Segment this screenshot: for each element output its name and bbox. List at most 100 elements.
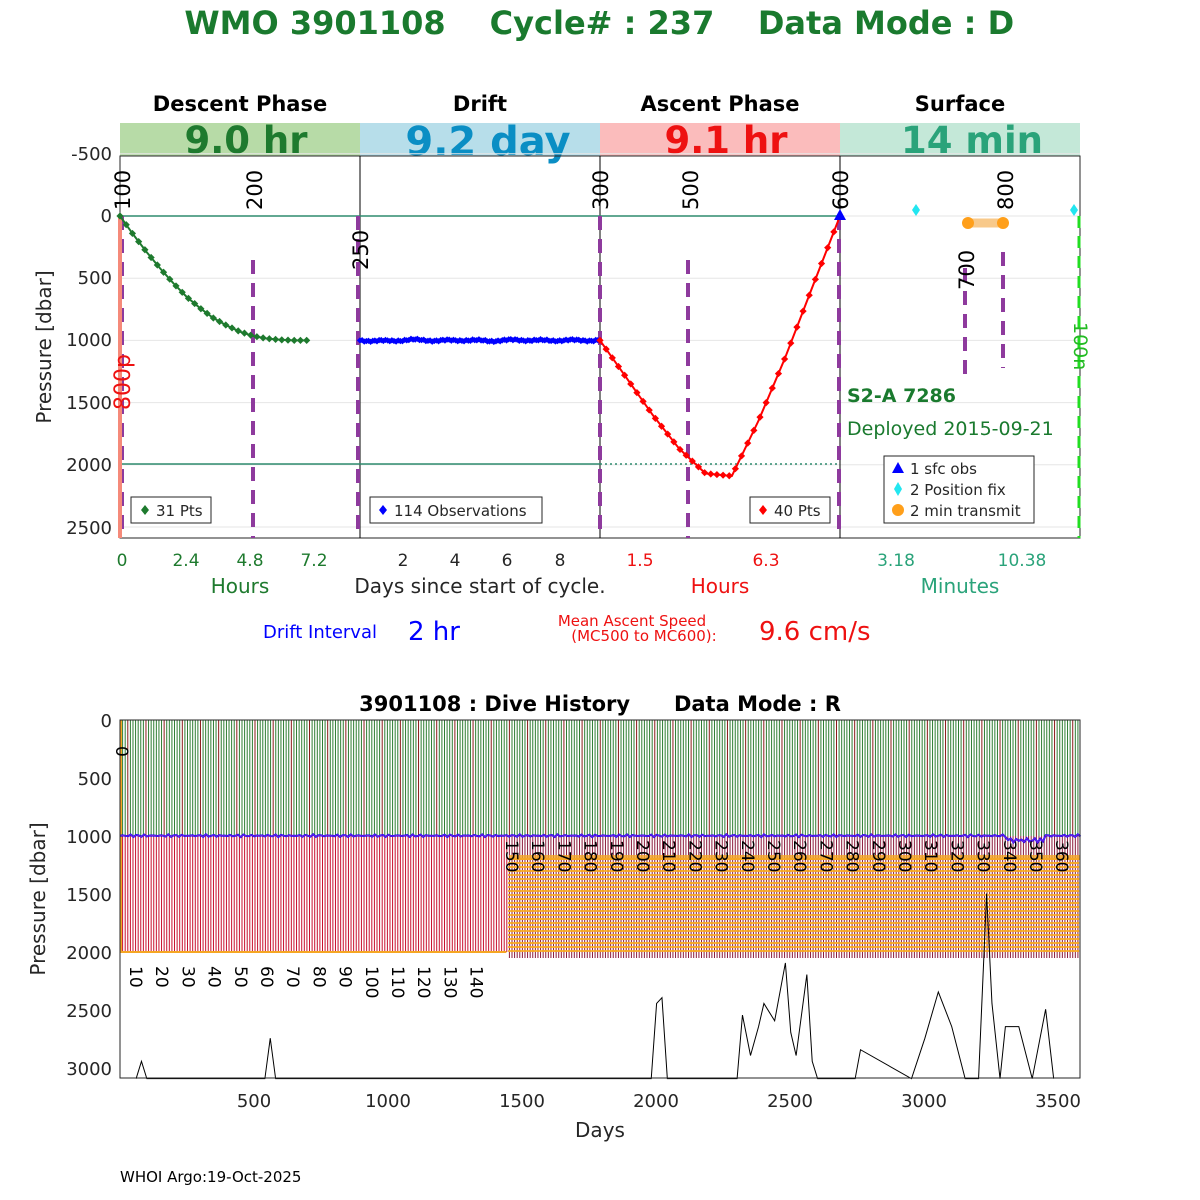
footer-credit: WHOI Argo:19-Oct-2025	[120, 1168, 301, 1186]
data-point	[694, 463, 703, 471]
data-point	[596, 336, 604, 344]
cycle-label: 210	[658, 840, 678, 872]
data-point	[184, 294, 193, 302]
xtick-ascent: 6.3	[752, 551, 779, 571]
ytick-label: 2000	[66, 455, 112, 476]
phase-ascent-name: Ascent Phase	[641, 92, 800, 116]
cycle-label: 310	[920, 840, 940, 872]
cycle-label: 90	[335, 966, 355, 988]
phase-ascent-duration: 9.1 hr	[664, 119, 788, 162]
legend-descent-marker	[141, 505, 149, 515]
data-point	[575, 336, 582, 343]
data-point	[701, 469, 709, 477]
history-title: 3901108 : Dive History Data Mode : R	[359, 692, 841, 716]
data-point	[265, 335, 273, 343]
phase-drift-box	[360, 123, 600, 156]
phase-descent-name: Descent Phase	[153, 92, 327, 116]
legend-position-fix-marker	[894, 482, 902, 496]
legend-transmit-text: 2 min transmit	[910, 502, 1021, 520]
data-point	[247, 331, 255, 339]
history-first-label: 0	[111, 746, 131, 757]
float-deployed: Deployed 2015-09-21	[847, 418, 1054, 440]
ytick-label: 1500	[66, 393, 112, 414]
history-ylabel: Pressure [dbar]	[26, 822, 50, 975]
xlabel-ascent: Hours	[691, 574, 750, 598]
cycle-label: 30	[177, 966, 197, 988]
phase-descent-box	[120, 123, 360, 156]
mc-label-800: 800	[994, 170, 1018, 210]
surface-markers	[834, 204, 1078, 229]
data-point	[590, 338, 597, 345]
cycle-label: 120	[413, 966, 433, 998]
cycle-label: 350	[1025, 840, 1045, 872]
data-point	[271, 335, 280, 343]
phase-surface-name: Surface	[915, 92, 1005, 116]
top-xticks: 0 2.4 4.8 7.2 2 4 6 8 1.5 6.3 3.18 10.38	[117, 551, 1047, 571]
data-point	[756, 413, 764, 421]
cycle-labels: 10 20 30 40 50 60 70 80 90 100 110 120 130 140 150 160 1…	[125, 840, 1071, 998]
mc-label-100: 100	[111, 170, 135, 210]
xlabel-drift: Days since start of cycle.	[354, 574, 605, 598]
hist-xtick-label: 3500	[1035, 1091, 1081, 1112]
data-point	[682, 451, 690, 459]
legend-surface: 1 sfc obs 2 Position fix 2 min transmit	[883, 455, 1035, 524]
orange-band	[509, 855, 1081, 860]
phase-drift-name: Drift	[453, 92, 507, 116]
xtick-descent: 4.8	[236, 551, 263, 571]
cycle-label: 140	[466, 966, 486, 998]
ytick-label: 1000	[66, 330, 112, 351]
cycle-label: 230	[711, 840, 731, 872]
ytick-label: -500	[71, 144, 112, 165]
xtick-descent: 0	[117, 551, 128, 571]
legend-descent: 31 Pts	[130, 496, 212, 524]
data-point	[191, 299, 199, 308]
data-point	[178, 288, 186, 296]
phase-ascent-box	[600, 123, 840, 156]
top-series	[116, 212, 844, 480]
park-label: 800p	[111, 354, 136, 410]
data-point	[128, 229, 137, 238]
data-point	[209, 314, 217, 322]
hist-ytick-label: 500	[78, 769, 112, 790]
hist-xtick-label: 1500	[499, 1091, 545, 1112]
data-point	[240, 329, 249, 337]
phase-surface-box	[840, 123, 1080, 156]
data-point	[737, 452, 746, 460]
data-point	[657, 422, 666, 430]
cycle-label: 250	[763, 840, 783, 872]
legend-descent-text: 31 Pts	[156, 502, 203, 520]
legend-drift-text: 114 Observations	[394, 502, 527, 520]
legend-position-fix-text: 2 Position fix	[910, 481, 1006, 499]
history-panel: 3901108 : Dive History Data Mode : R 0 5…	[26, 692, 1082, 1142]
xtick-surface: 10.38	[998, 551, 1047, 571]
xlabel-descent: Hours	[211, 574, 270, 598]
data-point	[259, 334, 267, 342]
legend-drift-marker	[379, 505, 387, 515]
cycle-label: 280	[842, 840, 862, 872]
position-fix-marker	[1070, 204, 1078, 216]
hist-ytick-label: 1000	[66, 827, 112, 848]
xtick-drift: 4	[450, 551, 461, 571]
legend-ascent-marker	[759, 505, 767, 515]
hist-xtick-label: 500	[237, 1091, 271, 1112]
phase-descent-duration: 9.0 hr	[184, 119, 308, 162]
xtick-descent: 2.4	[172, 551, 199, 571]
phase-drift-duration: 9.2 day	[405, 119, 570, 165]
data-point	[135, 238, 143, 246]
mc-labels: 100 200 250 300 500 600 700 800 800p 100…	[111, 170, 1091, 410]
data-point	[811, 275, 819, 283]
data-point	[197, 305, 205, 313]
data-point	[228, 324, 236, 332]
data-point	[141, 246, 149, 254]
data-point	[222, 321, 230, 329]
data-point	[627, 380, 635, 388]
drift-interval-label: Drift Interval	[263, 622, 377, 643]
hist-ytick-label: 1500	[66, 885, 112, 906]
data-point	[602, 345, 610, 353]
data-point	[253, 333, 261, 341]
data-point	[731, 465, 739, 473]
data-point	[172, 282, 180, 290]
cycle-label: 100	[361, 966, 381, 998]
data-point	[719, 471, 727, 479]
float-model: S2-A 7286	[847, 385, 956, 407]
